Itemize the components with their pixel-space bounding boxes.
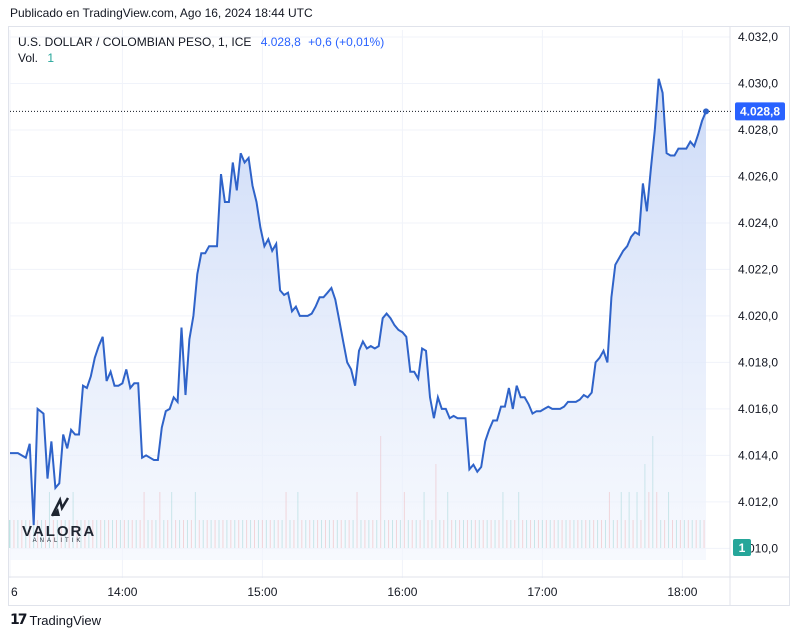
y-tick-label: 4.014,0 [738,448,778,462]
y-tick-label: 4.018,0 [738,355,778,369]
y-tick-label: 4.026,0 [738,169,778,183]
area-fill [10,78,706,561]
watermark-sub: ANALITIK [32,538,84,544]
footer-brand-text: TradingView [29,612,102,628]
chart-frame [8,26,790,606]
volume-tag: 1 [733,539,751,556]
valora-logo-icon [50,496,70,517]
volume-tag-text: 1 [739,541,746,555]
y-tick-label: 4.020,0 [738,309,778,323]
x-tick-label: 16:00 [387,585,417,599]
y-tick-label: 4.032,0 [738,30,778,44]
last-price-value: 4.028,8 [260,35,301,49]
y-tick-label: 4.012,0 [738,495,778,509]
volume-value: 1 [47,51,55,65]
x-tick-label: 6 [11,585,18,599]
y-tick-label: 4.022,0 [738,262,778,276]
y-tick-label: 4.028,0 [738,123,778,137]
x-tick-label: 17:00 [527,585,557,599]
y-tick-label: 4.030,0 [738,76,778,90]
chart-legend: U.S. DOLLAR / COLOMBIAN PESO, 1, ICE 4.0… [18,34,384,51]
price-line [10,78,707,526]
volume-legend: Vol. 1 [18,51,54,65]
price-change-value: +0,6 (+0,01%) [308,35,385,49]
tradingview-logo-icon: 17 [10,612,28,628]
y-tick-label: 4.024,0 [738,216,778,230]
published-caption: Publicado en TradingView.com, Ago 16, 20… [10,6,313,20]
price-tag-text: 4.028,8 [740,104,780,118]
x-tick-label: 15:00 [247,585,277,599]
last-price-dot [703,108,710,115]
price-tag: 4.028,8 [735,102,785,121]
x-axis: 6 14:00 15:00 16:00 17:00 18:00 [11,585,698,599]
watermark-name: VALORA [22,523,97,540]
volume-label: Vol. [18,51,39,65]
x-tick-label: 18:00 [667,585,697,599]
x-tick-label: 14:00 [107,585,137,599]
valora-watermark: VALORA ANALITIK [22,496,94,544]
symbol-title[interactable]: U.S. DOLLAR / COLOMBIAN PESO, 1, ICE [18,35,252,49]
y-tick-label: 4.016,0 [738,402,778,416]
footer-brand[interactable]: 17 TradingView [10,612,101,628]
